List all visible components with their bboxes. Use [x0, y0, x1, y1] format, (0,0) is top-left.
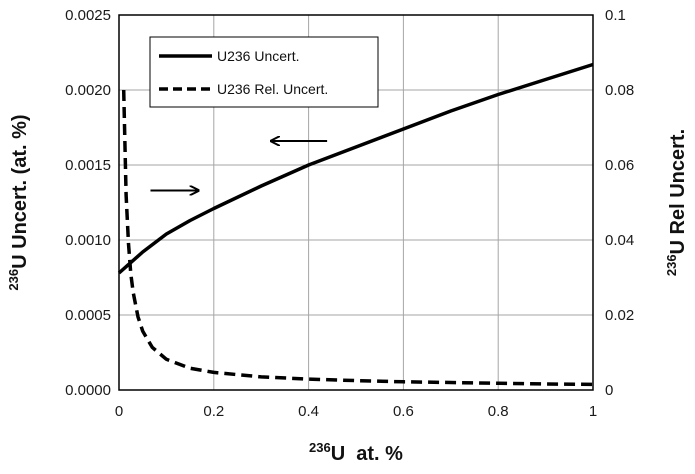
y-right-axis-title-text: U Rel Uncert.: [667, 129, 689, 255]
x-tick-label: 1: [589, 403, 597, 420]
annotations: [150, 141, 328, 191]
y-left-tick-label: 0.0005: [65, 307, 111, 324]
series-line-rel-uncert: [121, 89, 594, 387]
x-tick-label: 0.6: [393, 403, 414, 420]
y-right-axis-title-superscript: 236: [664, 254, 679, 276]
y-right-tick-label: 0.08: [605, 82, 634, 99]
x-tick-label: 0.4: [298, 403, 319, 420]
plot-area-border: [118, 14, 594, 391]
legend-label-u236-uncert: U236 Uncert.: [217, 48, 299, 64]
x-tick-label: 0.8: [488, 403, 509, 420]
series-line-uncert: [117, 62, 594, 275]
legend-box: [149, 36, 379, 108]
x-axis-title: 236U at. %: [309, 440, 403, 465]
y-right-axis-title: 236U Rel Uncert.: [664, 129, 689, 276]
y-right-tick-label: 0.06: [605, 157, 634, 174]
y-right-tick-label: 0: [605, 382, 613, 399]
y-left-tick-label: 0.0025: [65, 7, 111, 24]
tick-labels: 0 0.2 0.4 0.6 0.8 1 0.0000 0.0005 0.0010 0.0015 0.…: [65, 7, 634, 420]
y-right-tick-label: 0.02: [605, 307, 634, 324]
y-left-axis-title: 236U Uncert. (at. %): [6, 114, 31, 290]
y-right-tick-label: 0.1: [605, 7, 626, 24]
x-tick-label: 0.2: [203, 403, 224, 420]
x-axis-title-text: U at. %: [331, 443, 403, 465]
legend-label-u236-rel-uncert: U236 Rel. Uncert.: [217, 81, 328, 97]
y-left-tick-label: 0.0010: [65, 232, 111, 249]
y-left-axis-title-superscript: 236: [6, 269, 21, 291]
legend: U236 Uncert. U236 Rel. Uncert.: [149, 36, 379, 108]
y-left-tick-label: 0.0000: [65, 382, 111, 399]
x-tick-label: 0: [115, 403, 123, 420]
series-lines: [117, 62, 594, 387]
y-left-tick-label: 0.0020: [65, 82, 111, 99]
x-axis-title-superscript: 236: [309, 440, 331, 455]
y-left-tick-label: 0.0015: [65, 157, 111, 174]
y-left-axis-title-text: U Uncert. (at. %): [9, 114, 31, 268]
y-right-tick-label: 0.04: [605, 232, 634, 249]
